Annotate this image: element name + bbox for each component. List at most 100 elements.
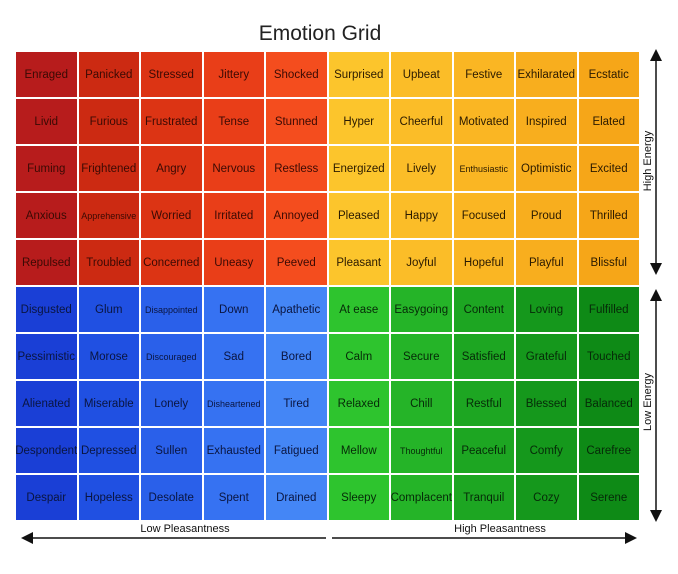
emotion-cell: Motivated: [453, 99, 514, 144]
emotion-cell: Nervous: [203, 146, 264, 191]
emotion-cell: Pleased: [328, 193, 389, 238]
emotion-cell: Excited: [578, 146, 639, 191]
emotion-cell: Upbeat: [391, 52, 452, 97]
emotion-cell: Peeved: [266, 240, 327, 285]
emotion-cell: Lonely: [141, 381, 202, 426]
emotion-cell: Livid: [16, 99, 77, 144]
emotion-cell: Pleasant: [328, 240, 389, 285]
emotion-cell: Restful: [453, 381, 514, 426]
emotion-cell: Mellow: [328, 428, 389, 473]
emotion-cell: Apathetic: [266, 287, 327, 332]
emotion-cell: Easygoing: [391, 287, 452, 332]
emotion-cell: Loving: [516, 287, 577, 332]
emotion-cell: Festive: [453, 52, 514, 97]
emotion-cell: Annoyed: [266, 193, 327, 238]
emotion-cell: Restless: [266, 146, 327, 191]
emotion-cell: Troubled: [78, 240, 139, 285]
emotion-cell: Disappointed: [141, 287, 202, 332]
emotion-cell: Enthusiastic: [453, 146, 514, 191]
emotion-cell: Tranquil: [453, 475, 514, 520]
emotion-cell: Spent: [203, 475, 264, 520]
emotion-cell: Relaxed: [328, 381, 389, 426]
emotion-cell: Content: [453, 287, 514, 332]
emotion-cell: Cheerful: [391, 99, 452, 144]
y-axis-label-low: Low Energy: [642, 372, 654, 432]
emotion-cell: Lively: [391, 146, 452, 191]
emotion-cell: Alienated: [16, 381, 77, 426]
emotion-cell: Discouraged: [141, 334, 202, 379]
emotion-cell: Glum: [78, 287, 139, 332]
emotion-cell: Stunned: [266, 99, 327, 144]
x-axis-label-low: Low Pleasantness: [140, 523, 230, 535]
emotion-cell: Disheartened: [203, 381, 264, 426]
emotion-cell: Repulsed: [16, 240, 77, 285]
page-title: Emotion Grid: [258, 22, 382, 45]
emotion-cell: Anxious: [16, 193, 77, 238]
emotion-cell: Hopeless: [78, 475, 139, 520]
emotion-cell: Miserable: [78, 381, 139, 426]
emotion-cell: Secure: [391, 334, 452, 379]
emotion-cell: Pessimistic: [16, 334, 77, 379]
emotion-cell: Playful: [516, 240, 577, 285]
emotion-cell: Ecstatic: [578, 52, 639, 97]
emotion-cell: Cozy: [516, 475, 577, 520]
emotion-grid: Enraged Panicked Stressed Jittery Shocked Sur…: [16, 52, 639, 520]
emotion-cell: Angry: [141, 146, 202, 191]
emotion-cell: Touched: [578, 334, 639, 379]
emotion-cell: Chill: [391, 381, 452, 426]
emotion-cell: Comfy: [516, 428, 577, 473]
emotion-cell: Fatigued: [266, 428, 327, 473]
emotion-cell: Desolate: [141, 475, 202, 520]
emotion-cell: Carefree: [578, 428, 639, 473]
emotion-cell: Despondent: [16, 428, 77, 473]
emotion-cell: Apprehensive: [78, 193, 139, 238]
emotion-cell: Proud: [516, 193, 577, 238]
emotion-cell: Down: [203, 287, 264, 332]
emotion-cell: Happy: [391, 193, 452, 238]
emotion-cell: Calm: [328, 334, 389, 379]
emotion-cell: Sleepy: [328, 475, 389, 520]
emotion-cell: Serene: [578, 475, 639, 520]
emotion-cell: Sad: [203, 334, 264, 379]
emotion-cell: Stressed: [141, 52, 202, 97]
emotion-cell: Inspired: [516, 99, 577, 144]
emotion-cell: Bored: [266, 334, 327, 379]
emotion-cell: Concerned: [141, 240, 202, 285]
emotion-cell: Drained: [266, 475, 327, 520]
emotion-cell: Frightened: [78, 146, 139, 191]
emotion-cell: Morose: [78, 334, 139, 379]
emotion-cell: Peaceful: [453, 428, 514, 473]
emotion-cell: Frustrated: [141, 99, 202, 144]
emotion-cell: Joyful: [391, 240, 452, 285]
emotion-cell: Panicked: [78, 52, 139, 97]
x-axis-label-high: High Pleasantness: [454, 523, 546, 535]
emotion-cell: Tense: [203, 99, 264, 144]
emotion-cell: Optimistic: [516, 146, 577, 191]
emotion-cell: Tired: [266, 381, 327, 426]
emotion-cell: Fuming: [16, 146, 77, 191]
emotion-cell: Grateful: [516, 334, 577, 379]
y-axis-label-high: High Energy: [642, 130, 654, 192]
emotion-cell: Sullen: [141, 428, 202, 473]
emotion-cell: Exhausted: [203, 428, 264, 473]
emotion-cell: Blissful: [578, 240, 639, 285]
emotion-cell: Blessed: [516, 381, 577, 426]
emotion-cell: Hyper: [328, 99, 389, 144]
emotion-cell: Complacent: [391, 475, 452, 520]
emotion-cell: Furious: [78, 99, 139, 144]
emotion-cell: Exhilarated: [516, 52, 577, 97]
emotion-cell: Despair: [16, 475, 77, 520]
emotion-cell: Elated: [578, 99, 639, 144]
emotion-cell: Satisfied: [453, 334, 514, 379]
emotion-cell: Focused: [453, 193, 514, 238]
emotion-cell: Irritated: [203, 193, 264, 238]
emotion-cell: Fulfilled: [578, 287, 639, 332]
emotion-cell: Thoughtful: [391, 428, 452, 473]
emotion-cell: At ease: [328, 287, 389, 332]
emotion-cell: Enraged: [16, 52, 77, 97]
emotion-cell: Jittery: [203, 52, 264, 97]
emotion-cell: Energized: [328, 146, 389, 191]
emotion-cell: Balanced: [578, 381, 639, 426]
emotion-cell: Hopeful: [453, 240, 514, 285]
